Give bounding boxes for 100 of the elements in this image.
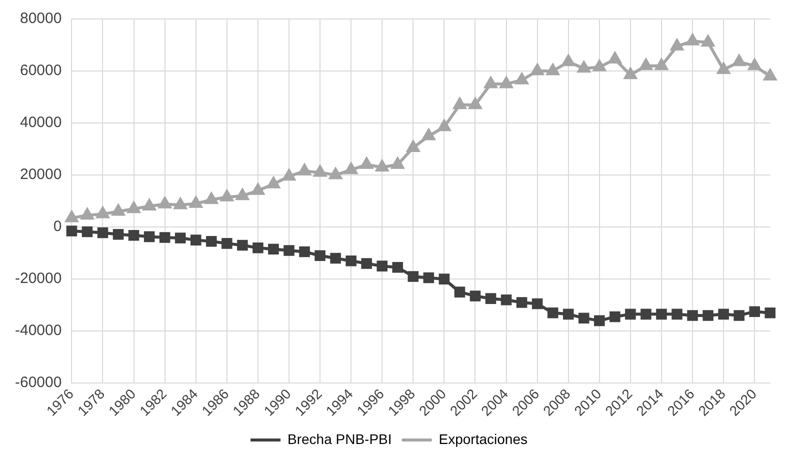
point — [423, 272, 434, 284]
y-tick-label: 20000 — [20, 166, 62, 184]
point — [532, 298, 543, 310]
y-tick-label: -40000 — [14, 322, 62, 340]
point — [610, 311, 620, 322]
point — [625, 308, 636, 320]
point — [406, 140, 420, 152]
point — [422, 129, 435, 140]
point — [298, 164, 311, 176]
point — [158, 197, 172, 208]
point — [608, 52, 622, 64]
point — [640, 308, 652, 320]
point — [500, 294, 512, 306]
point — [299, 246, 310, 258]
point — [484, 77, 498, 88]
point — [687, 310, 698, 321]
point — [376, 260, 388, 272]
point — [96, 207, 110, 218]
point — [640, 58, 652, 70]
point — [252, 242, 264, 254]
point — [205, 192, 218, 204]
point — [593, 60, 606, 72]
point — [220, 190, 234, 202]
point — [330, 252, 341, 264]
point — [190, 196, 202, 208]
point — [764, 69, 776, 80]
point — [734, 310, 744, 321]
point — [144, 231, 155, 242]
point — [732, 54, 746, 66]
legend-label: Brecha PNB-PBI — [288, 430, 392, 447]
point — [97, 227, 108, 238]
point — [468, 98, 482, 110]
point — [655, 58, 668, 70]
point — [438, 274, 450, 284]
point — [516, 297, 528, 308]
point — [531, 64, 544, 76]
point — [624, 68, 637, 80]
point — [143, 199, 156, 210]
point — [578, 312, 590, 324]
point — [346, 255, 356, 266]
point — [82, 226, 93, 238]
y-tick-label: 0 — [53, 218, 62, 236]
point — [392, 262, 404, 273]
y-tick-label: -20000 — [14, 270, 62, 288]
point — [329, 168, 342, 180]
point — [360, 158, 373, 169]
point — [267, 177, 280, 188]
point — [562, 308, 574, 320]
point — [237, 240, 248, 251]
point — [454, 286, 466, 298]
point — [112, 228, 124, 240]
point — [547, 307, 558, 318]
point — [236, 188, 249, 200]
point — [470, 290, 481, 302]
point — [112, 204, 125, 216]
point — [206, 236, 217, 247]
point — [562, 54, 575, 66]
point — [578, 61, 590, 73]
y-tick-label: 40000 — [20, 114, 62, 132]
point — [222, 238, 232, 249]
y-tick-label: 80000 — [20, 10, 62, 28]
point — [314, 165, 326, 177]
point — [174, 232, 186, 244]
point — [80, 208, 94, 220]
point — [656, 308, 667, 320]
point — [438, 120, 450, 132]
y-tick-label: -60000 — [14, 374, 62, 392]
point — [282, 169, 296, 181]
point — [65, 210, 78, 222]
point — [66, 226, 78, 236]
point — [686, 34, 699, 46]
point — [391, 158, 404, 169]
point — [128, 202, 140, 214]
point — [408, 271, 419, 282]
point — [748, 58, 761, 70]
point — [252, 184, 264, 195]
point — [314, 250, 326, 262]
point — [485, 293, 496, 304]
point — [500, 77, 513, 88]
point — [717, 62, 730, 74]
point — [546, 64, 560, 76]
point — [174, 198, 187, 210]
point — [749, 306, 760, 317]
point — [376, 160, 388, 172]
point — [190, 234, 202, 246]
legend-label: Exportaciones — [438, 430, 528, 447]
y-tick-label: 60000 — [20, 62, 62, 80]
point — [268, 244, 279, 255]
point — [702, 35, 714, 47]
point — [594, 315, 605, 326]
point — [718, 308, 729, 320]
point — [672, 308, 682, 320]
point — [764, 307, 776, 318]
point — [159, 232, 170, 243]
point — [128, 230, 140, 241]
point — [284, 245, 294, 256]
point — [702, 310, 714, 321]
point — [670, 39, 684, 51]
point — [453, 98, 466, 110]
point — [516, 73, 528, 84]
